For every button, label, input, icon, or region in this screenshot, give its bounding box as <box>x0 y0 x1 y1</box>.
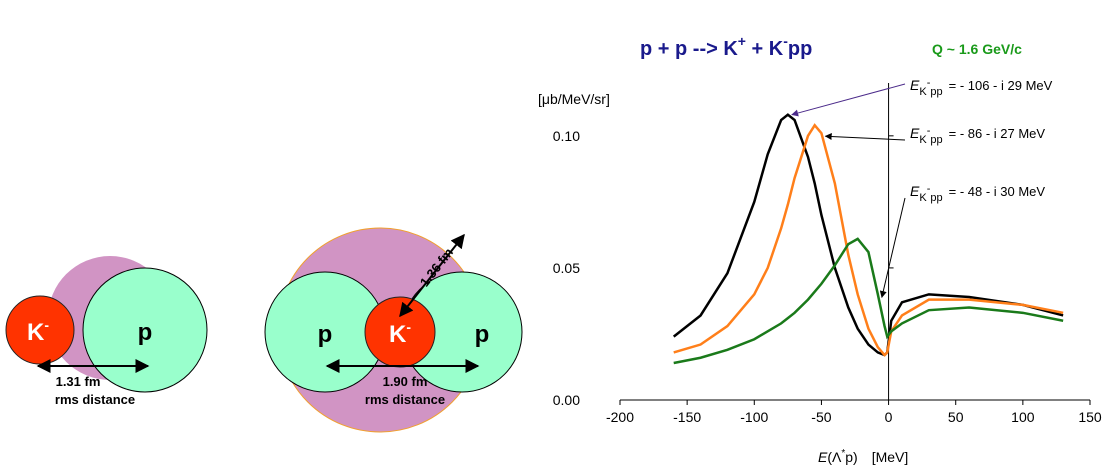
q-label: Q ~ 1.6 GeV/c <box>932 41 1022 57</box>
y-tick-label: 0.10 <box>553 128 580 144</box>
caption: rms distance <box>365 392 445 407</box>
kp-diagram: K- p 1.31 fm rms distance <box>5 256 208 407</box>
annotation-arrow <box>879 197 906 299</box>
title: p + p --> K+ + K-pp <box>640 33 812 60</box>
kaon-label: K- <box>389 319 411 348</box>
caption: rms distance <box>55 392 135 407</box>
x-tick-label: 50 <box>948 409 964 425</box>
annotation-part: = - 48 - i 30 MeV <box>949 184 1046 199</box>
y-axis-label: [μb/MeV/sr] <box>538 91 610 107</box>
annotation-part: pp <box>930 192 942 204</box>
x-tick-label: -100 <box>740 409 768 425</box>
annotation: EK-pp = - 86 - i 27 MeV <box>910 125 1045 146</box>
proton-label: p <box>318 321 333 348</box>
distance: 1.31 fm <box>56 374 101 389</box>
radius-arrow <box>399 233 465 318</box>
distance: 1.90 fm <box>383 374 428 389</box>
annotation-part: - <box>927 125 931 137</box>
annotation-part: - <box>927 77 931 89</box>
annotation-part: K <box>919 134 927 146</box>
annotation-part: E <box>910 125 920 141</box>
annotation-part: = - 86 - i 27 MeV <box>949 126 1046 141</box>
x-tick-label: 150 <box>1078 409 1102 425</box>
annotation-part: pp <box>930 86 942 98</box>
y-tick-label: 0.05 <box>553 260 580 276</box>
x-axis-label: E(Λ*p) [MeV] <box>818 448 908 465</box>
x-tick-label: -200 <box>606 409 634 425</box>
annotation: EK-pp = - 48 - i 30 MeV <box>910 183 1045 204</box>
annotation-arrow <box>791 83 906 117</box>
kpp-diagram: p K- p 1.36 fm 1.90 fm rms distance <box>264 227 523 433</box>
x-tick-label: 100 <box>1011 409 1035 425</box>
annotation-part: E <box>910 77 920 93</box>
annotation-part: = - 106 - i 29 MeV <box>949 78 1053 93</box>
x-tick-label: -50 <box>811 409 831 425</box>
proton-label: p <box>138 319 153 346</box>
annotation-part: E <box>910 183 920 199</box>
annotation-part: pp <box>930 134 942 146</box>
series-line <box>672 113 1064 357</box>
annotation-part: K <box>919 86 927 98</box>
kaon-label: K- <box>27 317 49 346</box>
x-tick-label: 0 <box>885 409 893 425</box>
series-line <box>673 237 1064 365</box>
x-tick-label: -150 <box>673 409 701 425</box>
proton-label: p <box>475 321 490 348</box>
annotation-arrow <box>824 132 906 141</box>
series-line <box>673 123 1064 357</box>
annotation: EK-pp = - 106 - i 29 MeV <box>910 77 1053 98</box>
y-tick-label: 0.00 <box>553 392 580 408</box>
annotation-part: - <box>927 183 931 195</box>
annotation-part: K <box>919 192 927 204</box>
